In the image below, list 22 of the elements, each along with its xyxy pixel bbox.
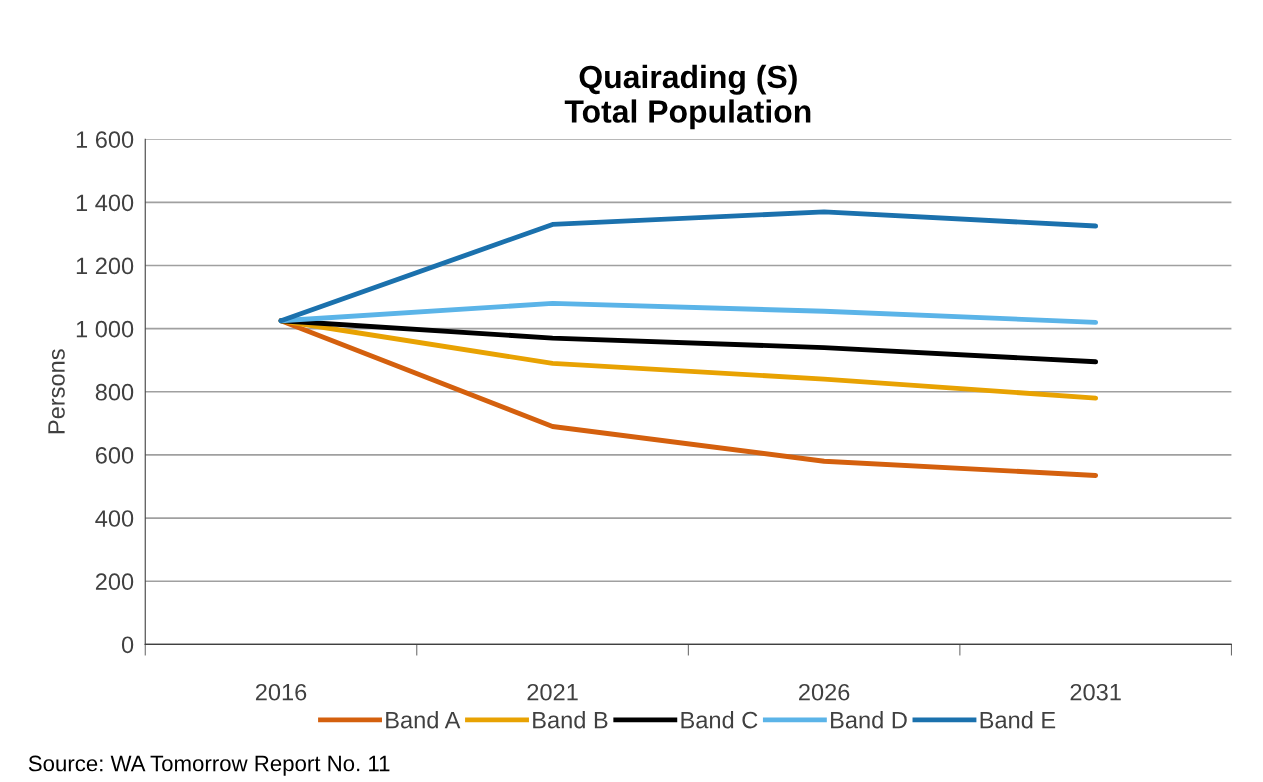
y-tick-label: 600 (95, 447, 134, 464)
x-tick-label: 2026 (799, 683, 850, 701)
y-tick-label: 1 200 (76, 257, 134, 275)
legend-label: Band B (533, 711, 608, 729)
x-tick-label: 2016 (255, 683, 307, 701)
legend-label: Band A (386, 711, 461, 729)
legend-label: Band D (831, 711, 907, 729)
chart-title: Quairading (S) Total Population (564, 64, 811, 130)
y-tick-label: 1 000 (76, 320, 134, 338)
line-series (278, 209, 1099, 324)
y-tick-label: 1 600 (76, 131, 134, 148)
y-tick-label: 0 (121, 636, 134, 654)
y-tick-label: 800 (95, 383, 134, 401)
legend-label: Band C (681, 711, 758, 729)
x-tick-label: 2031 (1070, 683, 1121, 701)
x-tick-label: 2021 (527, 683, 578, 701)
y-tick-label: 200 (95, 573, 134, 591)
y-tick-label: 1 400 (76, 194, 134, 212)
y-tick-label: 400 (95, 510, 134, 527)
source-note: Source: WA Tomorrow Report No. 11 (28, 755, 390, 776)
legend-label: Band E (980, 711, 1056, 729)
y-axis-title: Persons (48, 349, 65, 434)
